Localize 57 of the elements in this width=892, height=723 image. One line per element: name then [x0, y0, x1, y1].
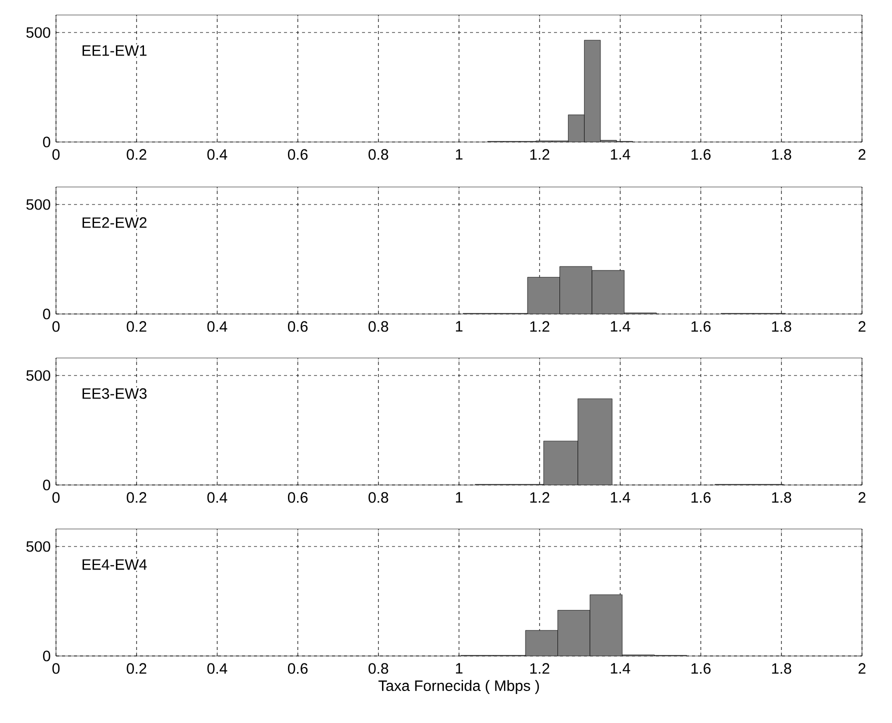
x-tick-label: 1.8 — [772, 492, 792, 503]
x-tick-label: 2 — [858, 492, 866, 503]
x-tick-label: 0.8 — [368, 149, 388, 160]
x-tick-label: 0.8 — [368, 321, 388, 332]
x-tick-label: 1.2 — [530, 149, 550, 160]
x-tick-label: 1.6 — [692, 492, 711, 503]
x-tick-label: 0 — [52, 149, 60, 160]
x-tick-label: 0.6 — [288, 321, 308, 332]
x-tick-label: 0.4 — [207, 663, 228, 674]
x-axis-title: Taxa Fornecida ( Mbps ) — [378, 680, 539, 694]
x-tick-label: 1 — [456, 492, 462, 503]
x-tick-label: 1 — [456, 149, 462, 160]
x-tick-label: 1.6 — [692, 149, 711, 160]
x-tick-label: 1 — [456, 663, 462, 674]
x-tick-label: 1.2 — [530, 492, 550, 503]
x-tick-label: 0.6 — [288, 492, 308, 503]
x-tick-label: 0.2 — [126, 663, 146, 674]
x-tick-label: 0.6 — [288, 149, 308, 160]
x-tick-label: 1.8 — [772, 149, 792, 160]
x-tick-label: 1.2 — [530, 663, 550, 674]
x-tick-label: 0.2 — [126, 492, 146, 503]
x-tick-label: 0.4 — [207, 492, 228, 503]
x-tick-label: 0.8 — [368, 663, 388, 674]
y-tick-label: 500 — [26, 199, 50, 210]
x-tick-label: 0 — [52, 663, 60, 674]
x-tick-label: 1.6 — [692, 663, 711, 674]
x-tick-label: 1.6 — [692, 321, 711, 332]
y-tick-label: 0 — [43, 308, 50, 320]
x-tick-label: 0 — [52, 321, 60, 332]
x-tick-label: 0.2 — [126, 149, 146, 160]
x-tick-label: 1.8 — [772, 321, 792, 332]
x-tick-label: 0.6 — [288, 663, 308, 674]
x-tick-label: 1.8 — [772, 663, 792, 674]
y-tick-label: 500 — [26, 370, 50, 381]
x-tick-label: 0 — [52, 492, 60, 503]
x-tick-label: 0.8 — [368, 492, 388, 503]
x-tick-label: 2 — [858, 321, 866, 332]
y-tick-label: 500 — [26, 541, 50, 552]
x-tick-label: 1 — [456, 321, 462, 332]
x-tick-label: 1.4 — [610, 149, 630, 160]
x-tick-label: 1.4 — [610, 492, 630, 503]
y-tick-label: 0 — [43, 650, 50, 662]
annotation: EE3-EW3 — [82, 388, 147, 399]
y-tick-label: 500 — [26, 27, 50, 38]
x-tick-label: 0.4 — [207, 149, 228, 160]
y-tick-label: 0 — [43, 480, 50, 490]
x-tick-label: 2 — [858, 663, 866, 674]
x-tick-label: 0.4 — [207, 321, 228, 332]
x-tick-label: 1.4 — [610, 663, 630, 674]
x-tick-label: 0.2 — [126, 321, 146, 332]
annotation: EE4-EW4 — [82, 559, 147, 570]
x-tick-label: 1.4 — [610, 321, 630, 332]
y-tick-label: 0 — [43, 136, 50, 148]
annotation: EE1-EW1 — [82, 45, 146, 56]
annotation: EE2-EW2 — [82, 217, 146, 228]
x-tick-label: 2 — [858, 149, 866, 160]
x-tick-label: 1.2 — [530, 321, 550, 332]
